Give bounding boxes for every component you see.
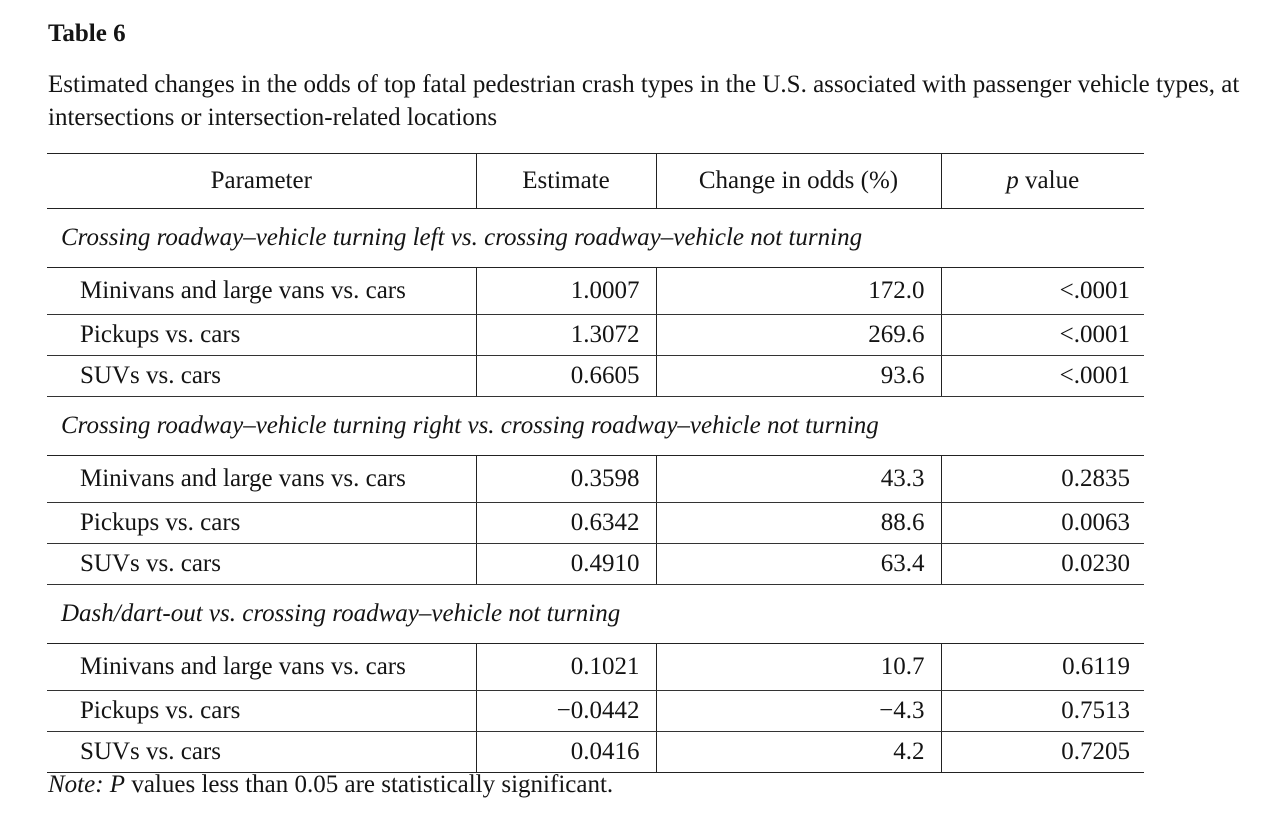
- note-label: Note:: [48, 771, 104, 798]
- group-title: Dash/dart-out vs. crossing roadway–vehic…: [47, 584, 1144, 644]
- cell-change: 88.6: [655, 502, 941, 544]
- header-p-italic: p: [1006, 167, 1019, 194]
- cell-parameter: Minivans and large vans vs. cars: [47, 455, 476, 503]
- group-title: Crossing roadway–vehicle turning right v…: [47, 396, 1144, 456]
- cell-estimate: 0.6605: [475, 355, 656, 397]
- table-label: Table 6: [48, 20, 126, 47]
- cell-parameter: Pickups vs. cars: [47, 502, 476, 544]
- header-p-rest: value: [1018, 167, 1080, 194]
- group-header: Crossing roadway–vehicle turning right v…: [47, 396, 1144, 456]
- cell-parameter: Pickups vs. cars: [47, 690, 476, 732]
- cell-change: 172.0: [655, 267, 941, 315]
- table-row: SUVs vs. cars 0.6605 93.6 <.0001: [47, 355, 1144, 397]
- cell-p-value: 0.0063: [940, 502, 1144, 544]
- cell-estimate: 1.3072: [475, 314, 656, 356]
- group-header: Crossing roadway–vehicle turning left vs…: [47, 208, 1144, 268]
- group-2: Crossing roadway–vehicle turning right v…: [47, 396, 1144, 585]
- cell-p-value: 0.7205: [940, 731, 1144, 773]
- cell-p-value: 0.6119: [940, 643, 1144, 691]
- table-note: Note: P values less than 0.05 are statis…: [48, 768, 613, 802]
- cell-estimate: 0.0416: [475, 731, 656, 773]
- group-title: Crossing roadway–vehicle turning left vs…: [47, 208, 1144, 268]
- cell-change: 269.6: [655, 314, 941, 356]
- table-row: SUVs vs. cars 0.0416 4.2 0.7205: [47, 731, 1144, 773]
- cell-change: 43.3: [655, 455, 941, 503]
- cell-p-value: 0.7513: [940, 690, 1144, 732]
- cell-change: 4.2: [655, 731, 941, 773]
- table-row: Minivans and large vans vs. cars 1.0007 …: [47, 267, 1144, 315]
- cell-p-value: <.0001: [940, 314, 1144, 356]
- results-table: Parameter Estimate Change in odds (%) p …: [47, 153, 1144, 773]
- cell-p-value: 0.0230: [940, 543, 1144, 585]
- cell-parameter: SUVs vs. cars: [47, 731, 476, 773]
- table-row: Pickups vs. cars −0.0442 −4.3 0.7513: [47, 690, 1144, 732]
- cell-estimate: 0.6342: [475, 502, 656, 544]
- cell-estimate: 0.1021: [475, 643, 656, 691]
- cell-parameter: Pickups vs. cars: [47, 314, 476, 356]
- table-row: Pickups vs. cars 1.3072 269.6 <.0001: [47, 314, 1144, 356]
- cell-change: 93.6: [655, 355, 941, 397]
- header-estimate: Estimate: [475, 153, 656, 209]
- cell-parameter: SUVs vs. cars: [47, 543, 476, 585]
- table-row: SUVs vs. cars 0.4910 63.4 0.0230: [47, 543, 1144, 585]
- group-3: Dash/dart-out vs. crossing roadway–vehic…: [47, 584, 1144, 773]
- cell-p-value: <.0001: [940, 267, 1144, 315]
- cell-change: 10.7: [655, 643, 941, 691]
- header-change-in-odds: Change in odds (%): [655, 153, 941, 209]
- cell-change: −4.3: [655, 690, 941, 732]
- cell-parameter: Minivans and large vans vs. cars: [47, 643, 476, 691]
- note-p-italic: P: [109, 771, 126, 798]
- note-text: values less than 0.05 are statistically …: [125, 771, 614, 798]
- table-row: Minivans and large vans vs. cars 0.1021 …: [47, 643, 1144, 691]
- group-1: Crossing roadway–vehicle turning left vs…: [47, 208, 1144, 397]
- cell-estimate: −0.0442: [475, 690, 656, 732]
- table-row: Pickups vs. cars 0.6342 88.6 0.0063: [47, 502, 1144, 544]
- cell-parameter: SUVs vs. cars: [47, 355, 476, 397]
- cell-parameter: Minivans and large vans vs. cars: [47, 267, 476, 315]
- table-row: Minivans and large vans vs. cars 0.3598 …: [47, 455, 1144, 503]
- cell-p-value: <.0001: [940, 355, 1144, 397]
- cell-estimate: 0.4910: [475, 543, 656, 585]
- table-caption: Estimated changes in the odds of top fat…: [48, 71, 1240, 131]
- header-p-value: p value: [940, 153, 1144, 209]
- header-row: Parameter Estimate Change in odds (%) p …: [47, 153, 1144, 209]
- cell-estimate: 0.3598: [475, 455, 656, 503]
- cell-p-value: 0.2835: [940, 455, 1144, 503]
- cell-estimate: 1.0007: [475, 267, 656, 315]
- header-parameter: Parameter: [210, 167, 312, 194]
- cell-change: 63.4: [655, 543, 941, 585]
- group-header: Dash/dart-out vs. crossing roadway–vehic…: [47, 584, 1144, 644]
